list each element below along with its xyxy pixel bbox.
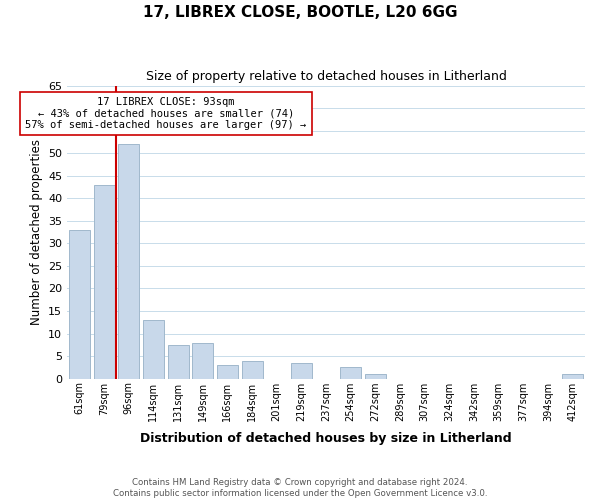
Title: Size of property relative to detached houses in Litherland: Size of property relative to detached ho…: [146, 70, 506, 83]
Bar: [217, 365, 238, 378]
Bar: [143, 320, 164, 378]
Text: 17 LIBREX CLOSE: 93sqm
← 43% of detached houses are smaller (74)
57% of semi-det: 17 LIBREX CLOSE: 93sqm ← 43% of detached…: [25, 97, 307, 130]
Bar: [192, 342, 213, 378]
Bar: [365, 374, 386, 378]
Text: Contains HM Land Registry data © Crown copyright and database right 2024.
Contai: Contains HM Land Registry data © Crown c…: [113, 478, 487, 498]
Bar: [118, 144, 139, 378]
Bar: [562, 374, 583, 378]
Bar: [94, 184, 115, 378]
Y-axis label: Number of detached properties: Number of detached properties: [29, 139, 43, 325]
Bar: [69, 230, 90, 378]
Bar: [340, 368, 361, 378]
Bar: [242, 360, 263, 378]
Bar: [167, 345, 188, 378]
Bar: [291, 363, 312, 378]
Text: 17, LIBREX CLOSE, BOOTLE, L20 6GG: 17, LIBREX CLOSE, BOOTLE, L20 6GG: [143, 5, 457, 20]
X-axis label: Distribution of detached houses by size in Litherland: Distribution of detached houses by size …: [140, 432, 512, 445]
